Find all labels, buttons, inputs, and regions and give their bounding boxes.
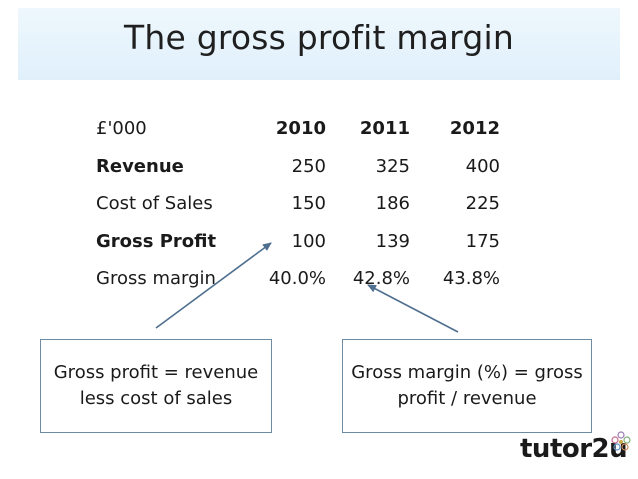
header-label-cell: £'000 xyxy=(96,118,147,140)
row-label-revenue: Revenue xyxy=(96,155,184,177)
table-row-gross-margin: Gross margin 40.0% 42.8% 43.8% xyxy=(96,260,500,298)
table-cell: 40.0% xyxy=(268,268,326,290)
financial-table: £'000 2010 2011 2012 Revenue 250 325 400… xyxy=(96,110,500,298)
table-cell: 100 xyxy=(291,230,326,252)
table-row-cost-of-sales: Cost of Sales 150 186 225 xyxy=(96,185,500,223)
table-cell: 139 xyxy=(375,230,410,252)
row-label-gross-margin: Gross margin xyxy=(96,268,216,290)
table-cell: 43.8% xyxy=(442,268,500,290)
callout-line: Gross margin (%) = gross xyxy=(351,362,583,383)
header-year-cell: 2010 xyxy=(275,118,326,140)
table-cell: 150 xyxy=(291,193,326,215)
callout-gross-margin: Gross margin (%) = gross profit / revenu… xyxy=(342,339,592,433)
tutor2u-logo: tutor2u xyxy=(520,434,628,464)
table-cell: 250 xyxy=(291,155,326,177)
flower-icon xyxy=(611,431,631,451)
table-header-row: £'000 2010 2011 2012 xyxy=(96,110,500,148)
callout-line: Gross profit = revenue xyxy=(53,362,259,383)
table-cell: 325 xyxy=(375,155,410,177)
table-row-revenue: Revenue 250 325 400 xyxy=(96,148,500,186)
title-band xyxy=(18,8,620,80)
table-row-gross-profit: Gross Profit 100 139 175 xyxy=(96,223,500,261)
table-cell: 175 xyxy=(465,230,500,252)
table-cell: 186 xyxy=(375,193,410,215)
table-cell: 400 xyxy=(465,155,500,177)
table-cell: 42.8% xyxy=(352,268,410,290)
header-year-cell: 2011 xyxy=(359,118,410,140)
callout-line: less cost of sales xyxy=(79,388,233,409)
arrow-gross-profit xyxy=(155,242,272,329)
table-cell: 225 xyxy=(465,193,500,215)
slide-title: The gross profit margin xyxy=(124,18,514,57)
callout-line: profit / revenue xyxy=(397,388,537,409)
row-label-cost-of-sales: Cost of Sales xyxy=(96,193,213,215)
row-label-gross-profit: Gross Profit xyxy=(96,230,217,252)
callout-gross-profit: Gross profit = revenue less cost of sale… xyxy=(40,339,272,433)
header-year-cell: 2012 xyxy=(449,118,500,140)
arrow-gross-margin xyxy=(367,284,459,333)
